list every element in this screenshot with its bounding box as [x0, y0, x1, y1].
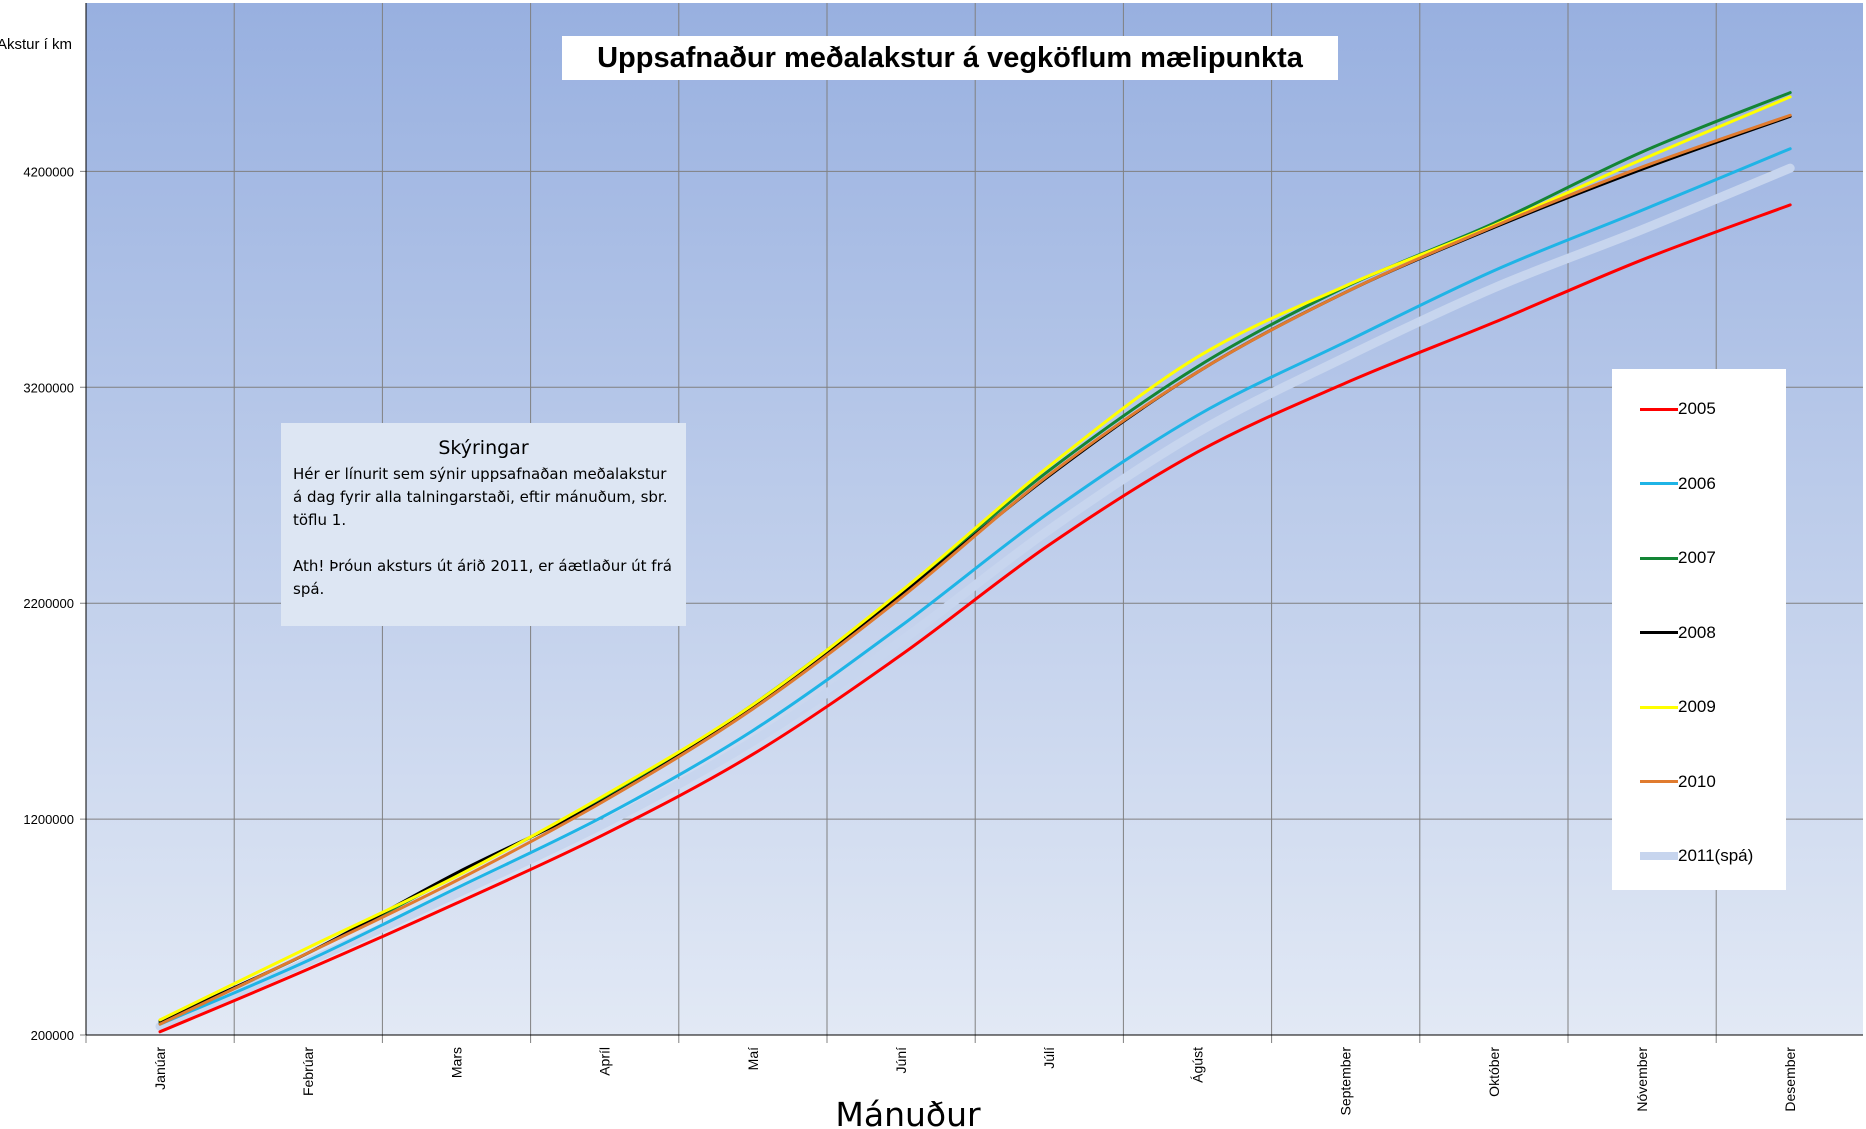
legend-swatch [1640, 780, 1678, 783]
y-tick-label: 200000 [31, 1028, 74, 1043]
legend-swatch [1640, 705, 1678, 709]
legend-item: 2011(spá) [1640, 841, 1753, 871]
legend-item: 2009 [1640, 692, 1716, 722]
legend: 2005 2006 2007 2008 2009 2010 2011(spá) [1612, 369, 1786, 890]
x-tick-label: Nóvember [1634, 1047, 1650, 1112]
x-tick-label: Júní [893, 1047, 909, 1074]
y-tick-label: 3200000 [23, 380, 74, 395]
legend-label: 2005 [1678, 399, 1716, 418]
legend-item: 2006 [1640, 469, 1716, 499]
note-heading: Skýringar [438, 437, 529, 459]
legend-swatch [1640, 482, 1678, 485]
series-lines [155, 91, 1795, 1034]
series-line-2011sp [155, 163, 1795, 1031]
x-tick-label: Febrúar [300, 1047, 316, 1096]
legend-label: 2006 [1678, 473, 1716, 493]
y-tick-label: 4200000 [23, 164, 74, 179]
x-tick-label: September [1338, 1047, 1354, 1116]
x-axis-label: Mánuður [835, 1095, 981, 1129]
legend-swatch [1640, 556, 1678, 560]
x-tick-label: Maí [745, 1047, 761, 1070]
legend-label: 2008 [1678, 622, 1716, 642]
x-tick-label: Janúar [152, 1047, 168, 1090]
x-tick-label: Desember [1782, 1047, 1798, 1112]
x-tick-label: Júlí [1041, 1047, 1057, 1069]
legend-item: 2007 [1640, 543, 1716, 573]
series-line-2005 [158, 203, 1792, 1034]
series-line-2006 [158, 147, 1792, 1026]
note-box: Skýringar Hér er línurit sem sýnir uppsa… [281, 423, 686, 626]
note-paragraph-1: Hér er línurit sem sýnir uppsafnaðan með… [293, 465, 668, 529]
series-line-2010 [158, 113, 1792, 1026]
legend-item: 2010 [1640, 767, 1716, 797]
note-paragraph-2: Ath! Þróun aksturs út árið 2011, er áætl… [293, 557, 672, 598]
legend-label: 2009 [1678, 697, 1716, 716]
legend-swatch [1640, 631, 1678, 634]
chart-title: Uppsafnaður meðalakstur á vegköflum mæli… [562, 36, 1338, 80]
y-axis-label: Akstur í km [0, 36, 72, 53]
legend-swatch [1640, 852, 1678, 860]
x-tick-label: Mars [448, 1047, 464, 1078]
y-tick-label: 2200000 [23, 596, 74, 611]
legend-item: 2008 [1640, 618, 1716, 648]
x-tick-label: Apríl [597, 1047, 613, 1076]
legend-label: 2011(spá) [1678, 846, 1754, 865]
legend-label: 2007 [1678, 548, 1716, 567]
legend-label: 2010 [1678, 771, 1716, 791]
x-tick-label: Október [1486, 1047, 1502, 1097]
axes: 200000 1200000 2200000 3200000 4200000 Janúar… [23, 3, 1863, 1115]
legend-item: 2005 [1640, 394, 1716, 424]
x-tick-label: Ágúst [1189, 1047, 1205, 1083]
y-tick-label: 1200000 [23, 812, 74, 827]
legend-swatch [1640, 407, 1678, 411]
